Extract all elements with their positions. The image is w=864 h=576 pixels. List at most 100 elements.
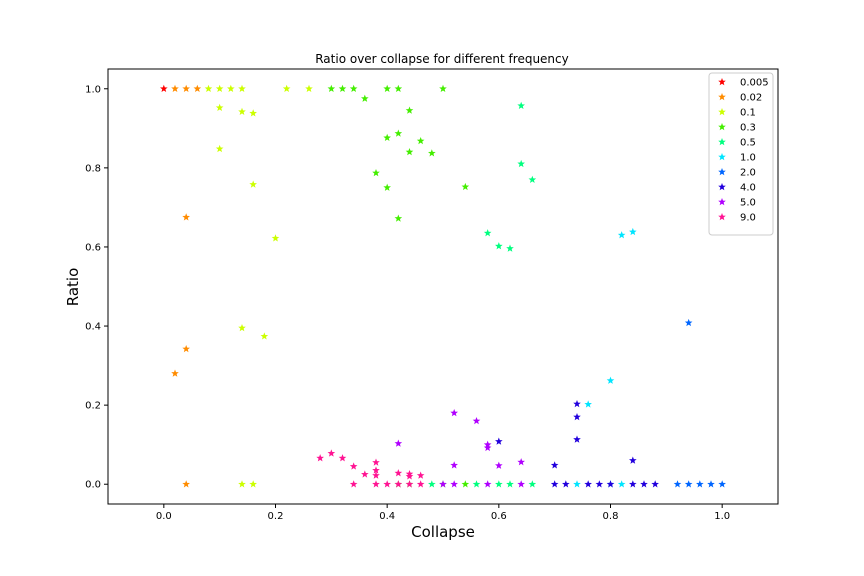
- data-point: [238, 324, 246, 332]
- series-2.0: [673, 318, 726, 488]
- series-1.0: [573, 227, 637, 488]
- data-point: [450, 480, 458, 488]
- data-point: [171, 84, 179, 93]
- data-point: [718, 480, 726, 488]
- data-point: [182, 84, 190, 93]
- data-point: [327, 84, 336, 93]
- data-point: [495, 480, 503, 488]
- data-point: [617, 231, 626, 239]
- x-axis-ticks: 0.0 0.2 0.4 0.6 0.8 1.0: [156, 504, 730, 522]
- data-point: [439, 84, 447, 93]
- data-point: [584, 480, 592, 488]
- data-point: [450, 461, 458, 469]
- legend-label: 9.0: [740, 213, 756, 224]
- data-point: [271, 234, 280, 242]
- data-point: [372, 466, 380, 474]
- data-point: [528, 480, 537, 488]
- data-point: [617, 480, 626, 488]
- legend-label: 0.02: [740, 93, 762, 104]
- data-point: [215, 84, 224, 93]
- data-point: [394, 214, 403, 222]
- legend-marker: [718, 213, 726, 221]
- series-4.0: [495, 399, 659, 488]
- data-point: [394, 480, 403, 488]
- data-point: [394, 439, 403, 447]
- data-point: [461, 480, 470, 488]
- data-point: [651, 480, 659, 488]
- data-point: [495, 242, 503, 250]
- data-point: [562, 480, 570, 488]
- plot-frame: [107, 68, 779, 505]
- legend-label: 2.0: [740, 168, 756, 179]
- legend-marker: [718, 183, 726, 191]
- data-point: [338, 454, 347, 462]
- x-tick-label: 0.0: [156, 511, 172, 522]
- data-point: [472, 416, 481, 425]
- x-tick-label: 0.4: [379, 511, 395, 522]
- data-point: [305, 84, 313, 93]
- data-point: [249, 180, 257, 188]
- legend-marker: [718, 123, 726, 131]
- data-point: [405, 472, 414, 480]
- data-point: [238, 480, 246, 488]
- series-0.1: [204, 84, 313, 488]
- data-point: [483, 480, 492, 488]
- x-tick-label: 0.2: [268, 511, 284, 522]
- data-point: [372, 471, 380, 479]
- y-tick-label: 0.6: [85, 242, 101, 253]
- legend-marker: [718, 138, 726, 146]
- x-tick-label: 0.8: [603, 511, 619, 522]
- data-point: [629, 227, 637, 236]
- data-point: [249, 480, 257, 488]
- data-point: [338, 84, 347, 93]
- legend-marker: [718, 93, 726, 101]
- data-point: [573, 399, 581, 408]
- data-point: [584, 400, 592, 408]
- data-point: [495, 437, 503, 445]
- data-point: [160, 84, 168, 93]
- data-point: [171, 369, 179, 377]
- data-point: [495, 461, 503, 469]
- data-point: [550, 480, 559, 488]
- chart-title: Ratio over collapse for different freque…: [315, 52, 569, 66]
- legend-label: 5.0: [740, 198, 756, 209]
- data-point: [215, 144, 224, 153]
- y-tick-label: 0.8: [85, 163, 101, 174]
- data-point: [483, 443, 492, 452]
- legend-box: [708, 72, 774, 236]
- data-point: [349, 84, 358, 93]
- data-point: [640, 480, 648, 488]
- data-point: [349, 480, 358, 488]
- data-point: [394, 84, 403, 93]
- legend-marker: [718, 198, 726, 206]
- data-point: [428, 149, 436, 157]
- data-point: [372, 480, 380, 488]
- series-5.0: [394, 409, 525, 488]
- data-point: [506, 480, 514, 488]
- data-point: [182, 344, 190, 353]
- data-point: [282, 84, 291, 93]
- data-point: [372, 169, 380, 177]
- data-point: [416, 471, 425, 479]
- legend-marker: [718, 168, 726, 176]
- data-point: [405, 148, 414, 156]
- data-point: [193, 84, 202, 93]
- data-point: [182, 480, 190, 488]
- data-point: [349, 462, 358, 470]
- legend-marker: [718, 153, 726, 161]
- series-0.5: [428, 101, 537, 488]
- legend-label: 4.0: [740, 183, 756, 194]
- x-axis-label: Collapse: [411, 523, 475, 541]
- data-point: [249, 109, 257, 117]
- data-point: [215, 103, 224, 111]
- data-point: [182, 213, 190, 221]
- data-point: [707, 480, 715, 488]
- legend: 0.005 0.02 0.1 0.3 0.5 1.0 2.0 4.0 5.0 9.0: [708, 72, 774, 236]
- legend-label: 0.5: [740, 138, 756, 149]
- data-point: [696, 480, 704, 488]
- legend-marker: [718, 78, 726, 86]
- data-point: [383, 183, 391, 191]
- data-point: [238, 107, 246, 115]
- data-point: [517, 480, 525, 488]
